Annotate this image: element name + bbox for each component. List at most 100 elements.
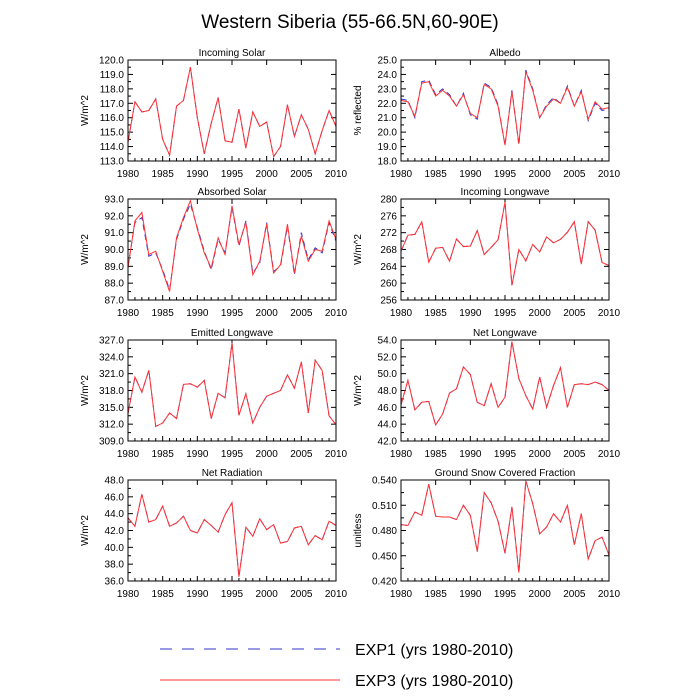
series-exp3-line <box>400 341 610 427</box>
x-tick-label: 2010 <box>598 449 621 460</box>
y-tick-label: 52.0 <box>378 352 398 363</box>
y-tick-label: 46.0 <box>378 403 398 414</box>
x-tick-label: 2000 <box>529 169 552 180</box>
y-tick-label: 40.0 <box>105 543 125 554</box>
x-tick-label: 2000 <box>529 308 552 319</box>
x-tick-label: 1995 <box>221 308 244 319</box>
x-tick-label: 1995 <box>494 449 517 460</box>
x-tick-label: 2000 <box>256 589 279 600</box>
x-tick-label: 2000 <box>529 449 552 460</box>
legend-exp3-label: EXP3 (yrs 1980-2010) <box>355 673 513 690</box>
y-tick-label: 36.0 <box>105 577 125 588</box>
y-tick-label: 0.450 <box>372 551 397 562</box>
panel-3: Incoming Longwave W/m^2 256 260 264 268 272 276… <box>353 187 621 319</box>
x-tick-label: 2010 <box>598 589 621 600</box>
y-tick-label: 44.0 <box>105 509 125 520</box>
y-tick-label: 309.0 <box>99 437 124 448</box>
y-tick-label: 315.0 <box>99 403 124 414</box>
x-tick-label: 1980 <box>117 589 140 600</box>
x-tick-label: 1990 <box>459 308 482 319</box>
panel-0: Incoming Solar W/m^2 113.0 114.0 115.0 116.0 1… <box>80 48 348 180</box>
y-tick-label: 276 <box>380 211 397 222</box>
x-tick-label: 1985 <box>152 308 175 319</box>
y-axis-label: W/m^2 <box>80 375 91 406</box>
y-axis-label: W/m^2 <box>80 515 91 546</box>
plot-frame <box>127 198 337 301</box>
panel-title: Net Longwave <box>473 328 537 339</box>
panel-2: Absorbed Solar W/m^2 87.0 88.0 89.0 90.0 91.0 9… <box>80 187 348 319</box>
panel-title: Incoming Longwave <box>461 187 550 198</box>
x-tick-label: 1990 <box>186 449 209 460</box>
y-tick-label: 118.0 <box>100 84 125 95</box>
y-tick-label: 268 <box>380 245 397 256</box>
series-exp3-line <box>127 67 337 158</box>
y-axis-label: W/m^2 <box>353 234 364 265</box>
y-tick-label: 38.0 <box>105 560 125 571</box>
y-tick-label: 25.0 <box>378 56 398 67</box>
plot-frame <box>127 59 337 162</box>
y-tick-label: 92.0 <box>105 211 125 222</box>
y-tick-label: 0.420 <box>372 577 397 588</box>
x-tick-label: 1985 <box>425 169 448 180</box>
y-tick-label: 113.0 <box>100 157 125 168</box>
x-tick-label: 1980 <box>390 169 413 180</box>
x-tick-label: 1990 <box>459 589 482 600</box>
y-axis-label: W/m^2 <box>80 95 91 126</box>
y-tick-label: 280 <box>380 195 397 206</box>
y-tick-label: 88.0 <box>105 279 125 290</box>
x-tick-label: 2005 <box>290 449 313 460</box>
plot-frame <box>400 198 610 301</box>
x-tick-label: 2005 <box>290 589 313 600</box>
series-exp3-line <box>127 494 337 577</box>
series-exp3-line <box>127 199 337 292</box>
y-tick-label: 24.0 <box>378 70 398 81</box>
panel-title: Absorbed Solar <box>198 187 268 198</box>
panel-title: Incoming Solar <box>199 48 266 59</box>
y-tick-label: 19.0 <box>378 142 398 153</box>
x-tick-label: 1985 <box>152 169 175 180</box>
x-tick-label: 1990 <box>459 449 482 460</box>
panel-title: Ground Snow Covered Fraction <box>435 468 576 479</box>
x-tick-label: 1985 <box>425 449 448 460</box>
figure-title: Western Siberia (55-66.5N,60-90E) <box>201 12 498 33</box>
y-tick-label: 54.0 <box>378 336 398 347</box>
y-tick-label: 93.0 <box>105 195 125 206</box>
x-tick-label: 1980 <box>117 308 140 319</box>
panel-title: Albedo <box>489 48 521 59</box>
y-tick-label: 318.0 <box>99 386 124 397</box>
y-tick-label: 89.0 <box>105 262 125 273</box>
x-tick-label: 2000 <box>256 308 279 319</box>
series-exp1-line <box>400 69 610 146</box>
x-tick-label: 1990 <box>186 169 209 180</box>
y-tick-label: 44.0 <box>378 420 398 431</box>
y-axis-label: W/m^2 <box>80 234 91 265</box>
series-exp1-line <box>127 202 337 291</box>
x-tick-label: 2000 <box>529 589 552 600</box>
y-tick-label: 119.0 <box>100 70 125 81</box>
y-tick-label: 42.0 <box>105 526 125 537</box>
y-tick-label: 87.0 <box>105 296 125 307</box>
plot-frame <box>400 479 610 582</box>
y-tick-label: 18.0 <box>378 157 398 168</box>
legend: EXP1 (yrs 1980-2010) EXP3 (yrs 1980-2010… <box>160 642 513 690</box>
y-tick-label: 114.0 <box>100 142 125 153</box>
x-tick-label: 1985 <box>152 589 175 600</box>
series-exp1-line <box>127 67 337 158</box>
y-tick-label: 46.0 <box>105 492 125 503</box>
y-tick-label: 324.0 <box>99 352 124 363</box>
x-tick-label: 1980 <box>390 308 413 319</box>
y-tick-label: 272 <box>380 228 397 239</box>
x-tick-label: 2010 <box>598 169 621 180</box>
plot-frame <box>400 339 610 442</box>
panel-1: Albedo % reflected 18.0 19.0 20.0 21.0 22.0 23.… <box>353 48 621 180</box>
x-tick-label: 1995 <box>494 169 517 180</box>
series-exp3-line <box>400 202 610 286</box>
x-tick-label: 1995 <box>494 308 517 319</box>
y-tick-label: 115.0 <box>100 128 125 139</box>
panel-title: Net Radiation <box>202 468 263 479</box>
y-tick-label: 117.0 <box>100 99 125 110</box>
y-tick-label: 264 <box>380 262 397 273</box>
y-tick-label: 91.0 <box>105 228 125 239</box>
series-exp3-line <box>127 342 337 428</box>
